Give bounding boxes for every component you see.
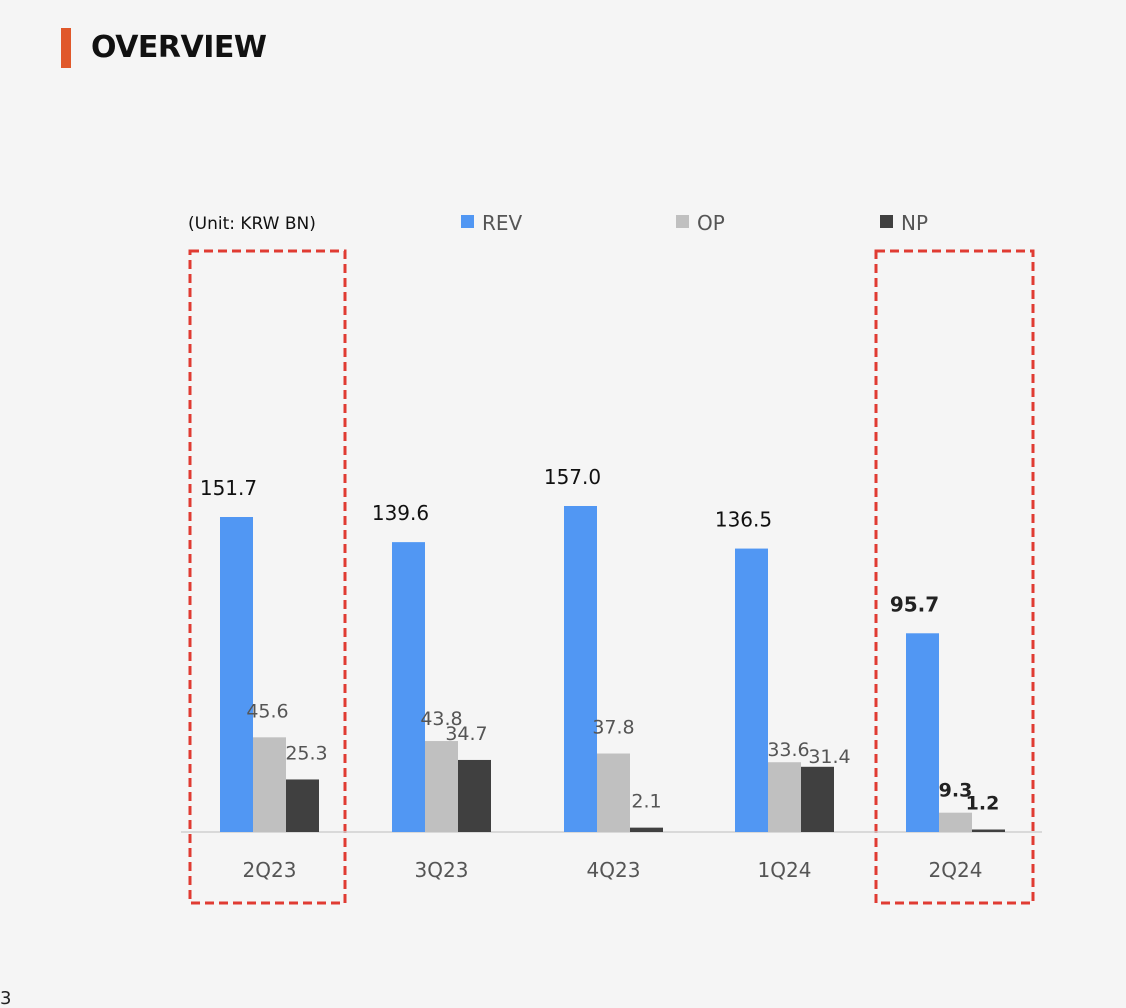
legend-swatch-op — [676, 215, 689, 228]
bar-np-4q23 — [630, 827, 663, 832]
legend-label-rev: REV — [482, 211, 523, 235]
value-label-np-2q23: 25.3 — [285, 742, 327, 764]
page-number: 3 — [0, 988, 12, 1008]
bar-np-3q23 — [458, 759, 491, 832]
value-label-op-2q24: 9.3 — [939, 780, 973, 802]
value-label-np-1q24: 31.4 — [808, 746, 850, 768]
x-tick-label-2q23: 2Q23 — [243, 858, 297, 882]
legend-swatch-np — [880, 215, 893, 228]
bar-op-2q24 — [939, 812, 972, 832]
highlight-box-2q23 — [188, 249, 347, 905]
bar-rev-1q24 — [735, 548, 768, 832]
value-label-rev-1q24: 136.5 — [715, 508, 772, 532]
bars-layer — [220, 506, 1005, 832]
value-label-op-2q23: 45.6 — [246, 700, 288, 722]
x-tick-labels-layer: 2Q23 3Q23 4Q23 1Q24 2Q24 — [243, 858, 983, 882]
value-label-np-3q23: 34.7 — [445, 723, 487, 745]
bar-op-3q23 — [425, 741, 458, 832]
bar-rev-2q24 — [906, 633, 939, 832]
value-label-op-4q23: 37.8 — [592, 717, 634, 739]
bar-np-1q24 — [801, 766, 834, 832]
unit-label: (Unit: KRW BN) — [188, 214, 316, 234]
legend-label-np: NP — [901, 211, 928, 235]
value-label-op-3q23: 43.8 — [420, 708, 462, 730]
bar-op-2q23 — [253, 737, 286, 832]
legend-label-op: OP — [697, 211, 725, 235]
value-label-rev-4q23: 157.0 — [544, 465, 601, 489]
page-title: OVERVIEW — [91, 30, 267, 65]
bar-rev-2q23 — [220, 517, 253, 832]
highlight-layer — [188, 249, 1035, 905]
value-label-op-1q24: 33.6 — [767, 739, 809, 761]
x-tick-label-1q24: 1Q24 — [758, 858, 812, 882]
legend-swatch-rev — [461, 215, 474, 228]
legend: REV OP NP — [461, 211, 928, 235]
bar-rev-4q23 — [564, 506, 597, 832]
value-label-rev-3q23: 139.6 — [372, 501, 429, 525]
bar-op-1q24 — [768, 762, 801, 832]
value-label-np-2q24: 1.2 — [966, 793, 1000, 815]
x-tick-label-3q23: 3Q23 — [415, 858, 469, 882]
bar-np-2q24 — [972, 829, 1005, 832]
bar-np-2q23 — [286, 779, 319, 832]
highlight-box-2q24 — [874, 249, 1035, 905]
x-tick-label-2q24: 2Q24 — [929, 858, 983, 882]
title-accent-bar — [61, 28, 71, 68]
value-label-rev-2q24: 95.7 — [890, 592, 939, 616]
bar-rev-3q23 — [392, 542, 425, 832]
x-tick-label-4q23: 4Q23 — [587, 858, 641, 882]
bar-op-4q23 — [597, 753, 630, 832]
value-labels-layer: 151.7 45.6 25.3 139.6 43.834.7 157.0 37.8 2.1 13… — [200, 465, 999, 815]
value-label-rev-2q23: 151.7 — [200, 476, 257, 500]
value-label-np-4q23: 2.1 — [631, 791, 661, 813]
